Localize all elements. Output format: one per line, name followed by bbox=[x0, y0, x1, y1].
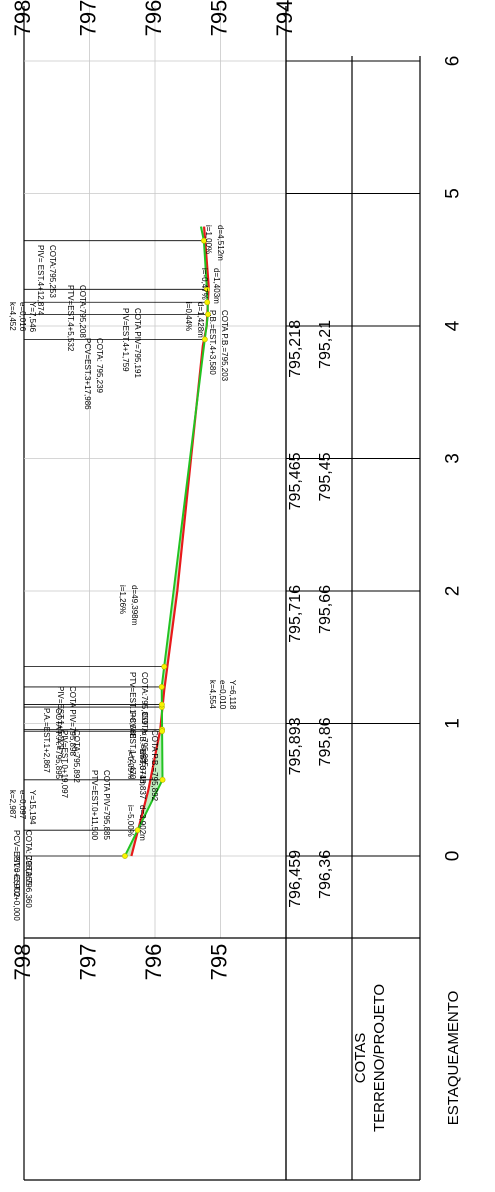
profile-annotation: COTA P.B.=795,892 bbox=[150, 730, 159, 802]
profile-annotation: k=4,554 bbox=[208, 680, 217, 709]
profile-annotation: i=0,09% bbox=[126, 750, 135, 779]
profile-annotation: COTA:795,859 bbox=[140, 672, 149, 725]
elevation-tick-labels: 798 797 796 795 794 798 797 796 795 bbox=[10, 0, 297, 980]
profile-annotation: COTA P.B.=795,203 bbox=[220, 310, 229, 382]
profile-annotation: PIV= EST.4+12,874 bbox=[36, 245, 45, 316]
profile-grid bbox=[23, 6, 421, 1181]
profile-annotation: PCV=EST.0+3,902 bbox=[12, 830, 21, 898]
profile-annotation: P.B.=EST.0+18,837 bbox=[138, 730, 147, 800]
vertex-marker bbox=[122, 853, 128, 859]
vertex-marker bbox=[161, 663, 168, 670]
elevation-tick-label: 796 bbox=[141, 944, 166, 981]
vertex-marker bbox=[201, 336, 208, 343]
profile-annotation: Y=6,118 bbox=[228, 680, 237, 710]
cota-terreno-value: 795,66 bbox=[317, 585, 334, 634]
station-label: 0 bbox=[443, 851, 464, 862]
cota-terreno-value: 795,86 bbox=[317, 717, 334, 766]
profile-annotation: COTA:796,360 bbox=[24, 855, 33, 908]
profile-annotation: COTA:795,208 bbox=[78, 285, 87, 338]
profile-annotation: d=4,512m bbox=[216, 225, 225, 261]
vertex-marker bbox=[159, 776, 166, 783]
elevation-tick-label: 795 bbox=[207, 0, 232, 36]
elevation-tick-label: 795 bbox=[207, 944, 232, 981]
elevation-tick-label: 794 bbox=[272, 0, 297, 36]
profile-annotation: e=0,097 bbox=[18, 790, 27, 820]
profile-annotation: i=0,44% bbox=[184, 302, 193, 331]
vertex-marker bbox=[158, 701, 165, 708]
elevation-tick-label: 797 bbox=[76, 944, 101, 981]
profile-annotation: PIV=EST.0+19,097 bbox=[60, 730, 69, 799]
profile-annotations: PIV= EST.0+0,000 COTA:796,360PCV=EST.0+3,… bbox=[8, 225, 237, 921]
profile-annotation: d=3,902m bbox=[138, 805, 147, 841]
cota-projeto-value: 795,893 bbox=[287, 717, 304, 775]
vertex-marker bbox=[134, 827, 141, 834]
elevation-tick-label: 798 bbox=[10, 0, 35, 36]
profile-annotation: COTA: 796,265 bbox=[24, 830, 33, 886]
profile-annotation: P.A.=EST.1+2,867 bbox=[42, 708, 51, 773]
station-label: 2 bbox=[443, 586, 464, 597]
profile-annotation: COTA PIV=795,191 bbox=[133, 308, 142, 378]
profile-annotation: COTA PIV=795,885 bbox=[102, 770, 111, 840]
cota-projeto-value: 795,218 bbox=[287, 320, 304, 378]
profile-annotation: COTA: 795,895 bbox=[140, 712, 149, 768]
profile-annotation: PTV=EST.4+5,532 bbox=[66, 285, 75, 352]
elevation-tick-label: 796 bbox=[141, 0, 166, 36]
profile-annotation: PIV=EST.1+5,529 bbox=[56, 686, 65, 750]
profile-annotation: Y=7,546 bbox=[28, 302, 37, 333]
station-label: 1 bbox=[443, 718, 464, 729]
vertex-marker bbox=[205, 311, 211, 318]
cota-projeto-value: 795,716 bbox=[287, 585, 304, 643]
profile-annotation: i=1,26% bbox=[118, 585, 127, 614]
elevation-tick-label: 797 bbox=[76, 0, 101, 36]
profile-annotation: i=-5,00% bbox=[126, 805, 135, 837]
profile-annotation: COTA:795,892 bbox=[72, 730, 81, 783]
profile-annotation: d=1,428m bbox=[196, 302, 205, 338]
profile-annotation: d=1,403m bbox=[212, 268, 221, 304]
row-label-terreno: TERRENO/PROJETO bbox=[371, 984, 388, 1132]
profile-annotation: PCV=EST.3+17,986 bbox=[83, 338, 92, 410]
profile-annotation: k=4,452 bbox=[8, 302, 17, 331]
profile-annotation: P.B.=EST.4+3,580 bbox=[208, 310, 217, 375]
profile-annotation: COTA: 795,239 bbox=[95, 338, 104, 394]
profile-annotation: PTV=EST.0+11,500 bbox=[90, 770, 99, 841]
profile-annotation: d=49,398m bbox=[130, 585, 139, 626]
profile-annotation: PTV=EST.1+8,588 bbox=[128, 672, 137, 739]
cota-terreno-value: 795,21 bbox=[317, 320, 334, 369]
vertex-marker bbox=[159, 728, 165, 735]
profile-annotation: k=2,987 bbox=[8, 790, 17, 819]
profile-annotation: COTA P.A.=795,895 bbox=[54, 708, 63, 780]
vertex-marker bbox=[204, 299, 211, 306]
profile-annotation: e=0,010 bbox=[218, 680, 227, 710]
vertex-marker bbox=[201, 237, 207, 244]
profile-annotation: PIV= EST.0+0,000 bbox=[12, 855, 21, 921]
elevation-tick-label: 798 bbox=[10, 944, 35, 981]
profile-annotation: PIV=EST.4+1,759 bbox=[121, 308, 130, 372]
profile-annotation: COTA PIV=795,898 bbox=[68, 686, 77, 756]
profile-annotation: i=-0,47% bbox=[200, 268, 209, 300]
profile-annotation: PCV=EST.1+2,470 bbox=[128, 712, 137, 780]
bottom-table: 0 1 2 3 4 5 6 796,459 796,36 795,893 795,86 795,716… bbox=[287, 56, 464, 1132]
project-line bbox=[124, 226, 210, 857]
profile-lines bbox=[24, 226, 211, 859]
cota-terreno-value: 796,36 bbox=[317, 850, 334, 899]
station-label: 4 bbox=[443, 320, 464, 331]
row-label-estaqueamento: ESTAQUEAMENTO bbox=[445, 991, 462, 1125]
cota-terreno-value: 795,45 bbox=[317, 452, 334, 501]
profile-annotation: e=0,016 bbox=[18, 302, 27, 332]
station-label: 3 bbox=[443, 453, 464, 464]
row-label-cotas: COTAS bbox=[352, 1033, 369, 1084]
vertex-marker bbox=[203, 286, 210, 293]
profile-annotation: i=1,00% bbox=[204, 225, 213, 254]
station-label: 5 bbox=[443, 188, 464, 199]
vertex-marker bbox=[158, 684, 165, 690]
profile-annotation: COTA:795,253 bbox=[48, 245, 57, 298]
profile-annotation: d=3,374m bbox=[138, 750, 147, 786]
station-label: 6 bbox=[443, 56, 464, 67]
cota-projeto-value: 795,465 bbox=[287, 452, 304, 510]
profile-annotation: Y=15,194 bbox=[28, 790, 37, 825]
cota-projeto-value: 796,459 bbox=[287, 850, 304, 908]
